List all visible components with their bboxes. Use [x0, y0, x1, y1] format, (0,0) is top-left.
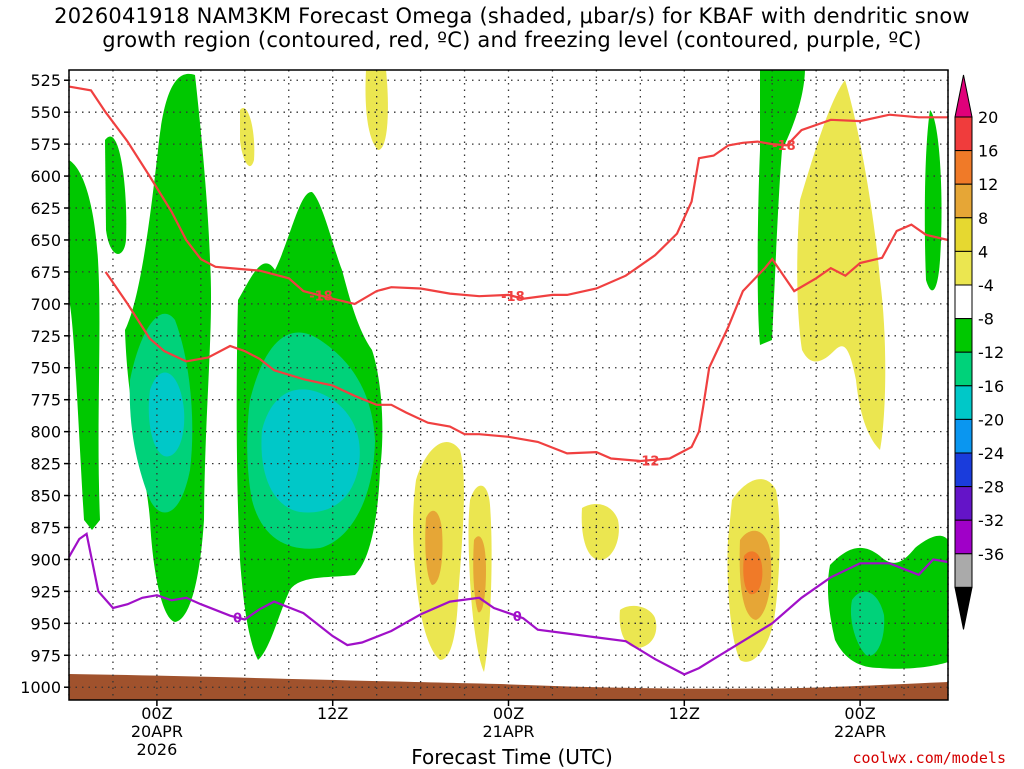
omega-yellow-region-mid-3 [581, 504, 619, 560]
x-tick-label: 00Z [844, 704, 875, 723]
y-tick-label: 550 [30, 103, 61, 122]
chart-title-line-1: 2026041918 NAM3KM Forecast Omega (shaded… [54, 4, 970, 28]
contour-label: 0 [233, 612, 242, 627]
colorbar-label: -28 [978, 478, 1004, 497]
colorbar: 20 16 12 8 4 -4 -8 -12 -16 -20 -24 -28 -32 -36 [954, 74, 1004, 630]
contours: -18 -18 -18 -12 0 0 [68, 85, 949, 676]
omega-green-region-early [105, 136, 127, 254]
colorbar-label: 12 [978, 175, 998, 194]
y-tick-label: 925 [30, 582, 61, 601]
colorbar-swatch [954, 452, 973, 488]
y-tick-label: 725 [30, 327, 61, 346]
omega-cyan-region-1 [148, 372, 185, 457]
x-axis-title: Forecast Time (UTC) [411, 745, 613, 769]
y-axis: 525 550 575 600 625 650 675 700 725 750 775 800 825 8… [20, 71, 69, 697]
contour-label: -12 [636, 454, 660, 469]
omega-green-region-left [69, 160, 100, 530]
y-tick-label: 525 [30, 71, 61, 90]
colorbar-swatch [954, 351, 973, 387]
y-tick-label: 900 [30, 550, 61, 569]
colorbar-swatch [954, 385, 973, 420]
omega-yellow-region-right-big [797, 80, 886, 450]
colorbar-label: -36 [978, 545, 1004, 564]
y-tick-label: 675 [30, 263, 61, 282]
y-tick-label: 650 [30, 231, 61, 250]
colorbar-label: 20 [978, 108, 998, 127]
colorbar-label: -4 [978, 276, 994, 295]
colorbar-swatch [954, 116, 973, 152]
y-tick-label: 800 [30, 423, 61, 442]
omega-yellow-region-mid-4 [619, 605, 657, 648]
x-tick-date-label: 22APR [834, 722, 886, 741]
colorbar-label: -12 [978, 343, 1004, 362]
colorbar-label: -16 [978, 377, 1004, 396]
chart-title: 2026041918 NAM3KM Forecast Omega (shaded… [0, 4, 1024, 52]
omega-yellow-region-top-2 [240, 108, 255, 167]
y-tick-label: 850 [30, 487, 61, 506]
colorbar-swatch [954, 553, 973, 588]
colorbar-swatch [954, 486, 973, 521]
colorbar-swatch [954, 150, 973, 185]
contour-line [104, 223, 949, 463]
colorbar-label: -24 [978, 444, 1004, 463]
contour-label: -18 [772, 139, 796, 154]
omega-shading [69, 70, 948, 672]
colorbar-swatch [954, 418, 973, 454]
contour-label: -18 [309, 290, 333, 305]
x-tick-label: 00Z [141, 704, 172, 723]
y-tick-label: 600 [30, 167, 61, 186]
omega-green-region-right-upper [757, 70, 805, 345]
omega-teal-region-right [850, 591, 885, 656]
colorbar-label: -8 [978, 310, 994, 329]
y-tick-label: 750 [30, 359, 61, 378]
colorbar-swatch [954, 586, 973, 630]
colorbar-swatch [954, 284, 973, 320]
colorbar-swatch [954, 250, 973, 286]
omega-gold-region-2 [473, 536, 486, 613]
x-tick-date-label: 21APR [482, 722, 534, 741]
colorbar-label: 8 [978, 209, 988, 228]
omega-orange-region [743, 551, 763, 595]
y-tick-label: 625 [30, 199, 61, 218]
colorbar-label: 16 [978, 142, 998, 161]
ground-band [69, 674, 948, 700]
x-tick-date-label: 2026 [137, 740, 178, 759]
colorbar-swatch [954, 318, 973, 353]
credit-text: coolwx.com/models [852, 749, 1006, 767]
x-tick-date-label: 20APR [131, 722, 183, 741]
y-tick-label: 1000 [20, 678, 61, 697]
x-tick-label: 12Z [317, 704, 348, 723]
grid [68, 70, 949, 700]
y-tick-label: 575 [30, 135, 61, 154]
y-tick-label: 975 [30, 646, 61, 665]
colorbar-label: 4 [978, 242, 988, 261]
omega-gold-region-1 [425, 510, 443, 585]
chart-title-line-2: growth region (contoured, red, ºC) and f… [102, 28, 922, 52]
contour-label: -18 [501, 290, 525, 305]
colorbar-swatch [954, 183, 973, 219]
y-tick-label: 775 [30, 391, 61, 410]
omega-green-region-right-lower [827, 535, 948, 669]
colorbar-swatch [954, 217, 973, 252]
colorbar-label: -32 [978, 511, 1004, 530]
y-tick-label: 950 [30, 614, 61, 633]
omega-green-region-far-right [924, 110, 942, 291]
colorbar-swatch [954, 519, 973, 555]
x-tick-label: 00Z [493, 704, 524, 723]
colorbar-label: -20 [978, 410, 1004, 429]
x-tick-label: 12Z [669, 704, 700, 723]
y-tick-label: 875 [30, 518, 61, 537]
y-tick-label: 700 [30, 295, 61, 314]
contour-label: 0 [513, 610, 522, 625]
contour-line [68, 85, 948, 306]
y-tick-label: 825 [30, 455, 61, 474]
omega-cyan-region-2 [261, 389, 360, 513]
contour-line [68, 532, 949, 676]
colorbar-swatch [954, 74, 973, 118]
